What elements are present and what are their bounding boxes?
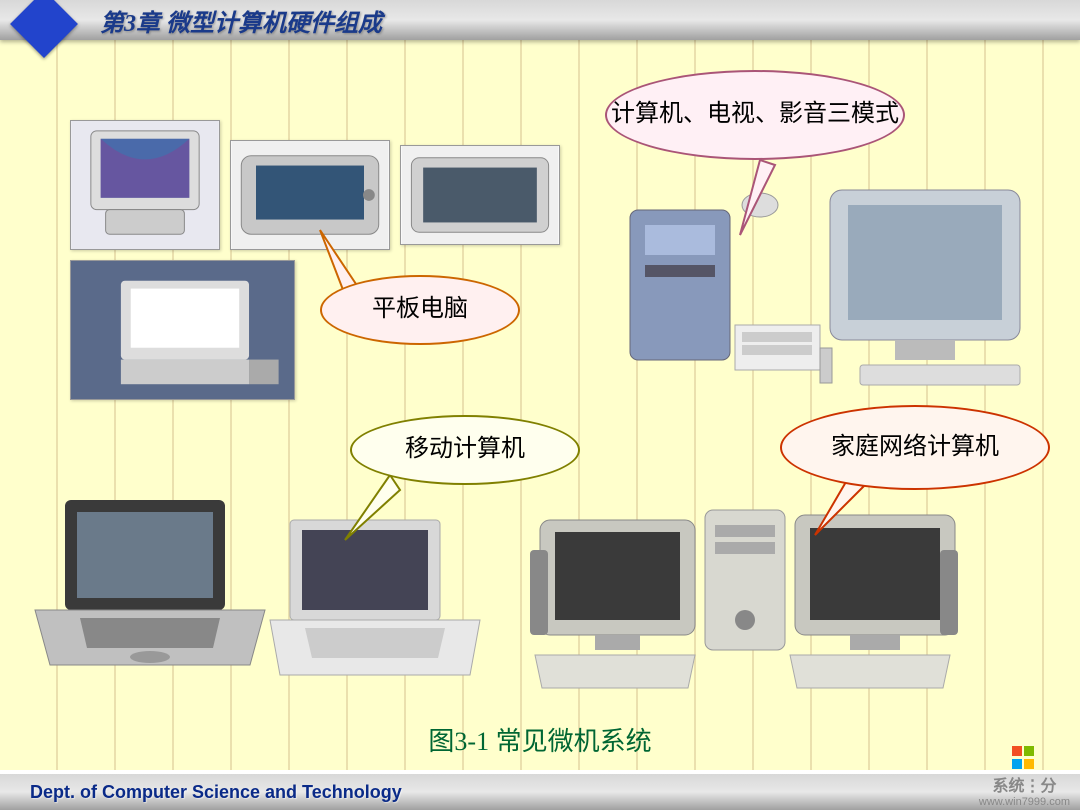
image-home-network (520, 490, 960, 700)
slide-title: 第3章 微型计算机硬件组成 (100, 3, 382, 38)
watermark-logo-icon (1012, 746, 1036, 770)
callout-home-net: 家庭网络计算机 (780, 405, 1050, 490)
image-pc-tv-combo (600, 170, 1040, 390)
callout-tablet-text: 平板电脑 (372, 293, 468, 327)
image-tablet-slate (400, 145, 560, 245)
slide-header: 第3章 微型计算机硬件组成 (0, 0, 1080, 40)
image-convertible-tablet (70, 120, 220, 250)
watermark-url: www.win7999.com (979, 796, 1070, 808)
image-laptop-large (25, 490, 275, 680)
callout-home-net-text: 家庭网络计算机 (831, 431, 999, 465)
callout-three-mode: 计算机、电视、影音三模式 (605, 70, 905, 160)
callout-mobile-text: 移动计算机 (405, 433, 525, 467)
image-small-laptop (70, 260, 295, 400)
footer-dept-text: Dept. of Computer Science and Technology (30, 782, 402, 803)
callout-tail-mobile (330, 470, 420, 550)
callout-tail-three-mode (720, 150, 800, 240)
callout-mobile: 移动计算机 (350, 415, 580, 485)
figure-caption: 图3-1 常见微机系统 (428, 721, 651, 758)
watermark: 系统⋮分 www.win7999.com (979, 746, 1070, 808)
slide-content: 平板电脑 计算机、电视、影音三模式 移动计算机 (0, 40, 1080, 770)
slide-footer: Dept. of Computer Science and Technology (0, 774, 1080, 810)
callout-tablet: 平板电脑 (320, 275, 520, 345)
watermark-title: 系统⋮分 (979, 772, 1070, 796)
callout-three-mode-text: 计算机、电视、影音三模式 (611, 98, 899, 132)
